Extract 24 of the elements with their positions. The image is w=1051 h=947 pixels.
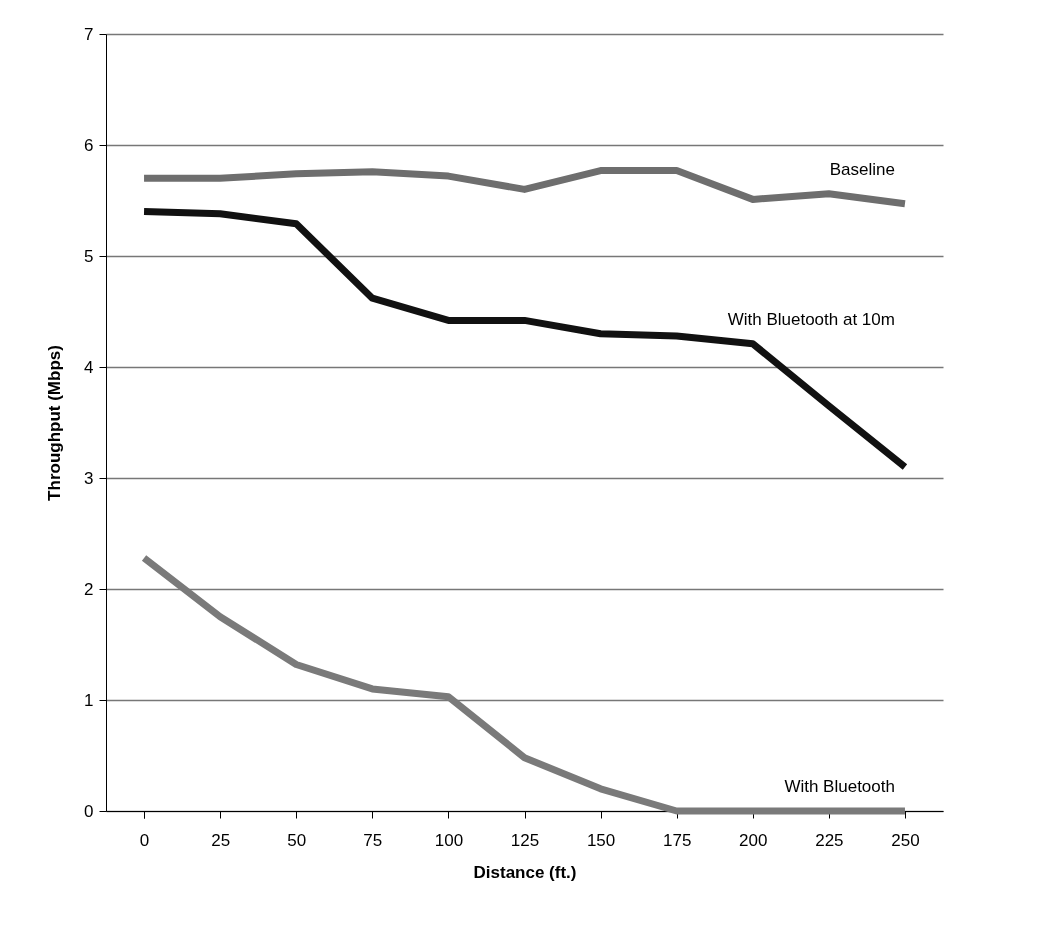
y-tick-label: 5	[84, 246, 94, 266]
y-tick-label: 7	[84, 24, 94, 44]
y-tick-label: 1	[84, 690, 94, 710]
x-tick-label: 225	[815, 830, 844, 850]
x-tick-label: 25	[211, 830, 231, 850]
x-tick-label: 175	[662, 830, 692, 850]
y-tick-label: 2	[84, 579, 94, 599]
x-tick-label: 125	[510, 830, 540, 850]
x-tick-label: 50	[287, 830, 307, 850]
y-tick-label: 0	[84, 801, 94, 821]
series-label: With Bluetooth at 10m	[727, 309, 895, 329]
x-tick-label: 100	[434, 830, 464, 850]
x-axis-title: Distance (ft.)	[473, 862, 577, 882]
series-label: Baseline	[829, 159, 895, 179]
x-tick-label: 0	[139, 830, 150, 850]
y-tick-label: 4	[84, 357, 94, 377]
x-tick-label: 200	[739, 830, 768, 850]
y-tick-label: 6	[84, 135, 94, 155]
x-tick-label: 75	[363, 830, 383, 850]
series-label: With Bluetooth	[784, 777, 895, 796]
y-axis-title: Throughput (Mbps)	[45, 345, 65, 501]
x-tick-label: 150	[586, 830, 616, 850]
y-tick-label: 3	[84, 468, 94, 488]
x-tick-label: 250	[891, 830, 920, 850]
